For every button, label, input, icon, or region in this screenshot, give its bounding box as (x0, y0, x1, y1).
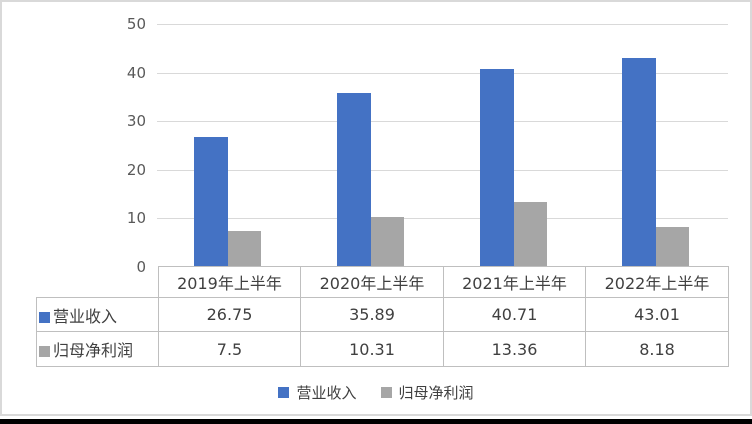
bar-营业收入-2022年上半年 (622, 58, 656, 267)
plot-area (157, 24, 728, 267)
y-axis-tick-label: 30 (126, 112, 146, 130)
y-axis-tick-label: 20 (126, 161, 146, 179)
gridline (157, 73, 728, 74)
gridline (157, 170, 728, 171)
category-header: 2021年上半年 (443, 266, 586, 298)
data-table-header-row: 2019年上半年 2020年上半年 2021年上半年 2022年上半年 (37, 266, 729, 298)
data-table: 2019年上半年 2020年上半年 2021年上半年 2022年上半年 营业收入… (36, 266, 729, 367)
value-cell: 35.89 (300, 297, 444, 332)
legend: 营业收入 归母净利润 (0, 379, 752, 405)
bar-营业收入-2020年上半年 (337, 93, 371, 267)
series-name: 归母净利润 (53, 341, 134, 360)
legend-item-revenue: 营业收入 (278, 382, 357, 403)
y-axis-tick-label: 0 (136, 258, 146, 276)
value-cell: 26.75 (158, 297, 301, 332)
category-header: 2020年上半年 (300, 266, 444, 298)
y-axis-tick-label: 50 (126, 15, 146, 33)
bar-归母净利润-2022年上半年 (656, 227, 689, 267)
series-key-icon (39, 311, 50, 323)
bar-归母净利润-2020年上半年 (371, 217, 404, 267)
value-cell: 40.71 (443, 297, 586, 332)
bar-营业收入-2021年上半年 (480, 69, 514, 267)
series-label-cell: 归母净利润 (36, 331, 159, 367)
value-cell: 13.36 (443, 331, 586, 367)
data-table-corner-cell (37, 267, 159, 298)
legend-key-icon (278, 386, 290, 398)
legend-key-icon (380, 386, 392, 398)
value-cell: 7.5 (158, 331, 301, 367)
gridline (157, 218, 728, 219)
y-axis-tick-label: 10 (126, 209, 146, 227)
gridline (157, 24, 728, 25)
bottom-black-bar (0, 419, 752, 424)
category-header: 2019年上半年 (158, 266, 301, 298)
category-header: 2022年上半年 (585, 266, 729, 298)
legend-item-net-profit: 归母净利润 (380, 382, 474, 403)
data-table-row-net-profit: 归母净利润 7.5 10.31 13.36 8.18 (36, 331, 729, 367)
legend-label: 营业收入 (296, 383, 357, 402)
bar-归母净利润-2021年上半年 (514, 202, 547, 267)
value-cell: 10.31 (300, 331, 444, 367)
legend-label: 归母净利润 (398, 383, 474, 402)
series-key-icon (39, 346, 50, 357)
series-name: 营业收入 (53, 306, 118, 326)
bar-归母净利润-2019年上半年 (228, 231, 261, 267)
gridline (157, 121, 728, 122)
value-cell: 8.18 (585, 331, 729, 367)
y-axis-tick-label: 40 (126, 64, 146, 82)
y-axis-tick-labels: 0 10 20 30 40 50 (88, 15, 146, 276)
data-table-row-revenue: 营业收入 26.75 35.89 40.71 43.01 (36, 297, 729, 332)
bar-营业收入-2019年上半年 (194, 137, 228, 267)
series-label-cell: 营业收入 (36, 297, 159, 332)
value-cell: 43.01 (585, 297, 729, 332)
